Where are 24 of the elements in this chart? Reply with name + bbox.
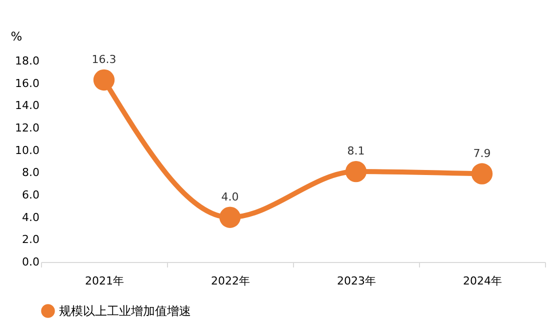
- y-tick-label: 0.0: [22, 256, 40, 268]
- legend-label: 规模以上工业增加值增速: [59, 304, 191, 318]
- text: 4.0: [221, 190, 239, 204]
- x-tick-label: 2024年: [463, 274, 502, 288]
- y-tick-label: 6.0: [22, 188, 40, 202]
- y-tick-label: 2.0: [22, 233, 40, 246]
- x-tick-label: 2022年: [211, 274, 250, 288]
- text: 16.3: [92, 52, 116, 66]
- point: [345, 160, 367, 182]
- point: [93, 69, 115, 91]
- y-tick-label: 14.0: [15, 99, 40, 112]
- y-tick-label: 18.0: [15, 54, 40, 68]
- y-tick-label: 16.0: [15, 76, 40, 90]
- y-axis-title: %: [10, 30, 22, 44]
- text: 8.1: [347, 144, 365, 158]
- text: 7.9: [473, 146, 491, 160]
- point: [219, 206, 241, 228]
- y-tick-label: 4.0: [22, 210, 40, 224]
- y-tick-label: 12.0: [15, 122, 40, 134]
- y-tick-label: 10.0: [15, 144, 40, 157]
- point: [471, 163, 493, 184]
- x-tick-label: 2023年: [337, 274, 376, 288]
- y-tick-label: 8.0: [22, 166, 40, 180]
- x-tick-label: 2021年: [85, 274, 124, 288]
